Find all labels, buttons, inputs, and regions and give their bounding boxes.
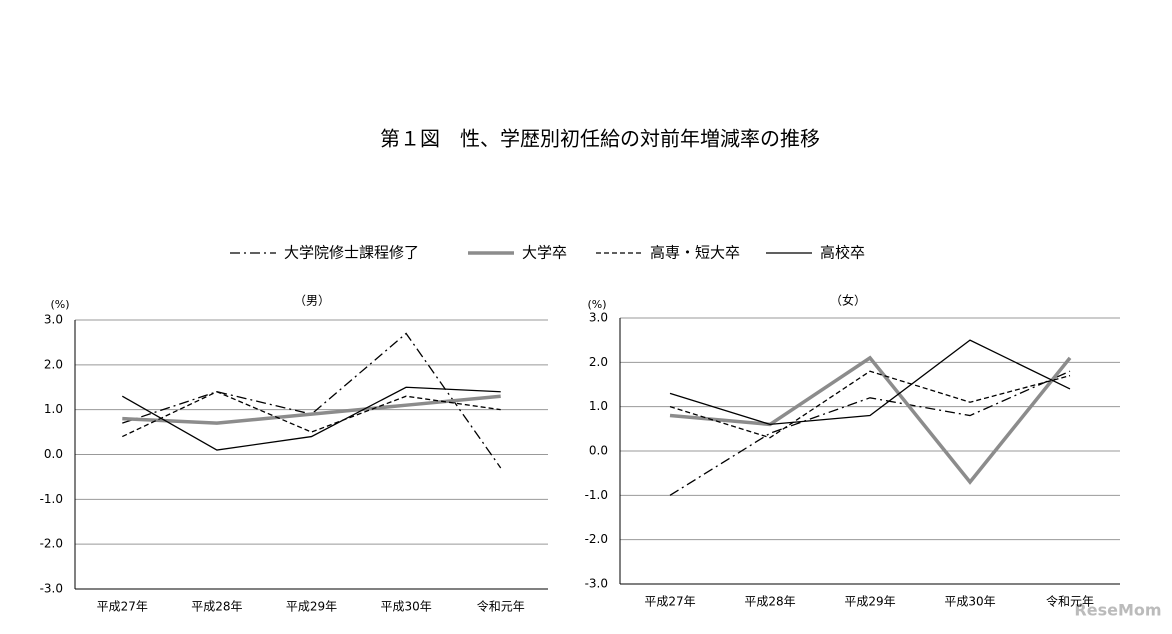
y-tick-label: 0.0: [589, 444, 608, 458]
y-unit: (%): [587, 298, 606, 311]
series-line: [121, 386, 501, 451]
y-tick-label: -3.0: [40, 582, 63, 596]
series-line: [669, 370, 1071, 496]
y-tick-label: -1.0: [40, 492, 63, 506]
legend-label: 高専・短大卒: [650, 244, 740, 262]
legend-label: 大学院修士課程修了: [284, 244, 419, 262]
x-tick-label: 平成30年: [944, 595, 995, 609]
series-line: [122, 332, 502, 469]
y-tick-label: -2.0: [585, 532, 608, 546]
series-line: [669, 339, 1071, 426]
chart-title: 第１図 性、学歴別初任給の対前年増減率の推移: [380, 127, 820, 151]
series-line: [122, 391, 501, 438]
x-tick-label: 平成28年: [191, 600, 242, 614]
x-tick-label: 平成29年: [844, 595, 895, 609]
y-tick-label: -2.0: [40, 537, 63, 551]
y-tick-label: -3.0: [585, 577, 608, 591]
y-tick-label: 1.0: [44, 402, 63, 416]
x-tick-label: 平成30年: [380, 600, 431, 614]
y-tick-label: 0.0: [44, 447, 63, 461]
y-tick-label: 2.0: [589, 355, 608, 369]
x-tick-label: 平成27年: [97, 600, 148, 614]
series-line: [669, 370, 1071, 439]
legend-label: 高校卒: [820, 244, 865, 262]
y-unit: (%): [50, 298, 69, 311]
y-tick-label: -1.0: [585, 488, 608, 502]
x-tick-label: 平成28年: [744, 595, 795, 609]
subtitle: （男）: [294, 294, 330, 308]
x-tick-label: 令和元年: [1046, 594, 1094, 609]
series-line: [122, 394, 501, 425]
x-tick-label: 令和元年: [477, 599, 525, 614]
watermark: ReseMom: [1074, 601, 1161, 620]
legend-label: 大学卒: [522, 244, 567, 262]
x-tick-label: 平成27年: [644, 595, 695, 609]
y-tick-label: 3.0: [44, 313, 63, 327]
y-tick-label: 1.0: [589, 399, 608, 413]
x-tick-label: 平成29年: [286, 600, 337, 614]
y-tick-label: 3.0: [589, 311, 608, 325]
series-line: [669, 355, 1072, 485]
y-tick-label: 2.0: [44, 357, 63, 371]
subtitle: （女）: [830, 293, 866, 308]
